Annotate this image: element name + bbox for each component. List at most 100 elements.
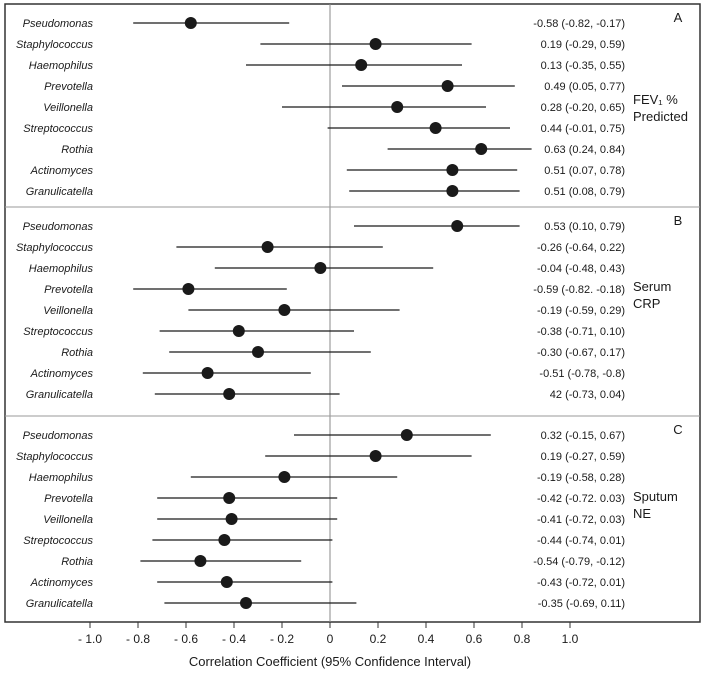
ci-value-label: 0.49 (0.05, 0.77) xyxy=(544,81,625,93)
panels: A FEV₁ % Predicted Pseudomonas -0.58 (-0.82,… xyxy=(5,4,700,622)
ci-value-label: -0.54 (-0.79, -0.12) xyxy=(533,556,625,568)
estimate-point xyxy=(261,241,274,253)
genus-label: Actinomyces xyxy=(30,577,94,589)
estimate-point xyxy=(429,122,442,134)
forest-row: Haemophilus -0.04 (-0.48, 0.43) xyxy=(29,262,625,275)
genus-label: Pseudomonas xyxy=(23,221,94,233)
genus-label: Haemophilus xyxy=(29,472,94,484)
x-tick-label: 0.6 xyxy=(466,632,483,646)
panel-outcome-label: CRP xyxy=(633,296,660,311)
ci-value-label: -0.04 (-0.48, 0.43) xyxy=(537,263,625,275)
ci-value-label: 42 (-0.73, 0.04) xyxy=(550,389,625,401)
forest-row: Staphylococcus -0.26 (-0.64, 0.22) xyxy=(16,241,625,254)
genus-label: Granulicatella xyxy=(26,186,93,198)
genus-label: Pseudomonas xyxy=(23,18,94,30)
forest-row: Prevotella 0.49 (0.05, 0.77) xyxy=(44,80,625,93)
x-tick-label: 0.4 xyxy=(418,632,435,646)
estimate-point xyxy=(252,346,264,358)
panel-outcome-label: Predicted xyxy=(633,109,688,124)
ci-value-label: 0.44 (-0.01, 0.75) xyxy=(541,123,625,135)
panel-a: A FEV₁ % Predicted Pseudomonas -0.58 (-0.82,… xyxy=(16,10,688,198)
ci-value-label: -0.44 (-0.74, 0.01) xyxy=(537,535,625,547)
genus-label: Actinomyces xyxy=(30,165,94,177)
estimate-point xyxy=(391,101,404,113)
x-axis: - 1.0 - 0.8 - 0.6 - 0.4 - 0.2 0 0.2 0.4 0.6 0.8 1.… xyxy=(78,622,579,646)
forest-row: Veillonella -0.19 (-0.59, 0.29) xyxy=(43,304,625,317)
ci-value-label: -0.19 (-0.58, 0.28) xyxy=(537,472,625,484)
panel-letter: C xyxy=(673,422,682,437)
genus-label: Staphylococcus xyxy=(16,451,94,463)
panel-letter: A xyxy=(674,10,683,25)
genus-label: Prevotella xyxy=(44,284,93,296)
panel-letter: B xyxy=(674,213,683,228)
x-tick-label: 1.0 xyxy=(562,632,579,646)
ci-value-label: 0.53 (0.10, 0.79) xyxy=(544,221,625,233)
x-tick-label: - 0.6 xyxy=(174,632,198,646)
estimate-point xyxy=(182,283,195,295)
estimate-point xyxy=(184,17,197,29)
panel-outcome-label: Sputum xyxy=(633,489,678,504)
ci-value-label: -0.58 (-0.82, -0.17) xyxy=(533,18,625,30)
ci-value-label: -0.38 (-0.71, 0.10) xyxy=(537,326,625,338)
forest-row: Rothia -0.30 (-0.67, 0.17) xyxy=(61,346,625,359)
estimate-point xyxy=(223,492,236,504)
forest-row: Granulicatella 0.51 (0.08, 0.79) xyxy=(26,185,625,198)
genus-label: Pseudomonas xyxy=(23,430,94,442)
ci-value-label: -0.19 (-0.59, 0.29) xyxy=(537,305,625,317)
genus-label: Haemophilus xyxy=(29,60,94,72)
panel-outcome-label: NE xyxy=(633,506,651,521)
genus-label: Prevotella xyxy=(44,81,93,93)
ci-value-label: -0.59 (-0.82. -0.18) xyxy=(533,284,625,296)
forest-row: Actinomyces 0.51 (0.07, 0.78) xyxy=(30,164,625,177)
estimate-point xyxy=(446,164,459,176)
forest-row: Actinomyces -0.43 (-0.72, 0.01) xyxy=(30,576,625,589)
estimate-point xyxy=(220,576,233,588)
genus-label: Streptococcus xyxy=(23,123,93,135)
forest-row: Rothia 0.63 (0.24, 0.84) xyxy=(61,143,625,156)
estimate-point xyxy=(240,597,252,609)
estimate-point xyxy=(451,220,464,232)
estimate-point xyxy=(218,534,231,546)
forest-row: Granulicatella 42 (-0.73, 0.04) xyxy=(26,388,625,401)
estimate-point xyxy=(355,59,368,71)
genus-label: Streptococcus xyxy=(23,535,93,547)
estimate-point xyxy=(369,38,382,50)
panel-b: B Serum CRP Pseudomonas 0.53 (0.10, 0.79) Sta… xyxy=(5,206,700,401)
estimate-point xyxy=(278,304,291,316)
genus-label: Rothia xyxy=(61,556,93,568)
estimate-point xyxy=(194,555,207,567)
estimate-point xyxy=(446,185,459,197)
estimate-point xyxy=(225,513,238,525)
forest-row: Actinomyces -0.51 (-0.78, -0.8) xyxy=(30,367,625,380)
forest-row: Pseudomonas -0.58 (-0.82, -0.17) xyxy=(23,17,625,30)
forest-row: Staphylococcus 0.19 (-0.29, 0.59) xyxy=(16,38,625,51)
panel-outcome-label: Serum xyxy=(633,279,671,294)
estimate-point xyxy=(314,262,327,274)
ci-value-label: 0.63 (0.24, 0.84) xyxy=(544,144,625,156)
panel-c: C Sputum NE Pseudomonas 0.32 (-0.15, 0.67) St… xyxy=(5,415,700,610)
genus-label: Staphylococcus xyxy=(16,39,94,51)
genus-label: Rothia xyxy=(61,144,93,156)
ci-value-label: 0.51 (0.07, 0.78) xyxy=(544,165,625,177)
ci-value-label: -0.41 (-0.72, 0.03) xyxy=(537,514,625,526)
forest-row: Pseudomonas 0.53 (0.10, 0.79) xyxy=(23,220,625,233)
ci-value-label: -0.35 (-0.69, 0.11) xyxy=(538,598,625,610)
x-tick-label: 0.8 xyxy=(514,632,531,646)
forest-row: Rothia -0.54 (-0.79, -0.12) xyxy=(61,555,625,568)
panel-outcome-label: FEV₁ % xyxy=(633,92,678,107)
forest-row: Haemophilus 0.13 (-0.35, 0.55) xyxy=(29,59,625,72)
x-tick-label: - 0.4 xyxy=(222,632,246,646)
forest-row: Streptococcus -0.44 (-0.74, 0.01) xyxy=(23,534,625,547)
ci-value-label: 0.19 (-0.27, 0.59) xyxy=(541,451,625,463)
genus-label: Granulicatella xyxy=(26,389,93,401)
ci-value-label: -0.43 (-0.72, 0.01) xyxy=(537,577,625,589)
x-tick-label: - 1.0 xyxy=(78,632,102,646)
forest-row: Streptococcus -0.38 (-0.71, 0.10) xyxy=(23,325,625,338)
forest-row: Streptococcus 0.44 (-0.01, 0.75) xyxy=(23,122,625,135)
x-tick-label: - 0.2 xyxy=(270,632,294,646)
x-tick-label: 0 xyxy=(327,632,334,646)
genus-label: Prevotella xyxy=(44,493,93,505)
estimate-point xyxy=(223,388,236,400)
forest-row: Prevotella -0.42 (-0.72. 0.03) xyxy=(44,492,625,505)
x-tick-label: - 0.8 xyxy=(126,632,150,646)
